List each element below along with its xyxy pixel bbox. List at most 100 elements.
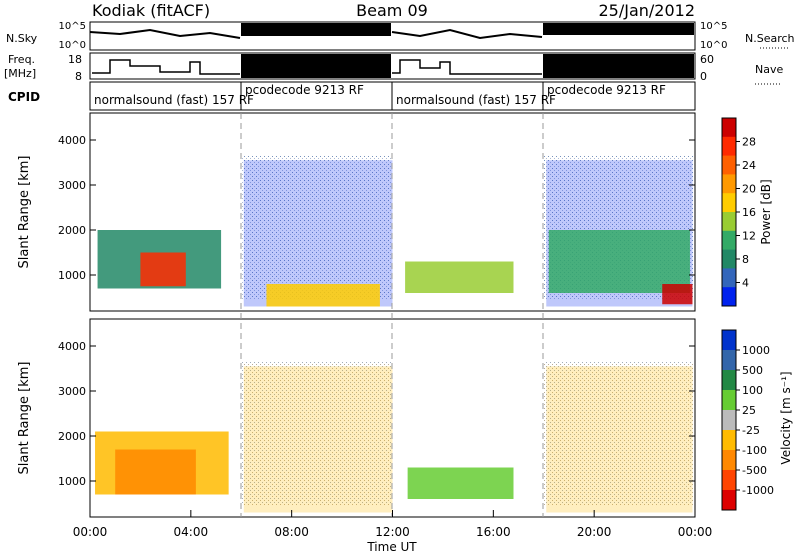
cpid-segment-3: normalsound (fast) 157 RF: [396, 93, 556, 107]
nsky-trace-2: [391, 28, 543, 40]
nsky-tick-bottom: 10^0: [59, 40, 86, 51]
time-tick-label-1: 00:00: [73, 525, 108, 539]
velocity-colorbar-tick-label-3: 100: [742, 384, 763, 397]
velocity-colorbar-tick-label-8: -1000: [742, 484, 774, 497]
time-tick-label-5: 16:00: [476, 525, 511, 539]
time-axis: 00:00 04:00 08:00 12:00 16:00 20:00 00:00: [73, 510, 713, 539]
power-panel: 4000 3000 2000 1000 Slant Range [km]: [17, 112, 696, 312]
freq-label: Freq.: [8, 53, 35, 66]
nsearch-tick-top: 10^5: [700, 21, 727, 32]
power-colorbar-swatch-2: [722, 136, 736, 157]
velocity-colorbar-label: Velocity [m s⁻¹]: [779, 371, 793, 464]
nsky-block-2: [543, 23, 694, 35]
power-colorbar-label: Power [dB]: [759, 179, 773, 244]
velocity-region-3: [243, 366, 393, 513]
freq-panel: Freq. [MHz] 18 8 60 0 Nave: [4, 52, 783, 85]
time-tick-label-6: 20:00: [577, 525, 612, 539]
velocity-colorbar-tick-label-4: 25: [742, 404, 756, 417]
velocity-ytick-label-4: 1000: [58, 475, 86, 488]
velocity-colorbar-tick-label-1: 1000: [742, 344, 770, 357]
velocity-ytick-label-2: 3000: [58, 385, 86, 398]
power-region-7: [548, 230, 690, 293]
nsearch-tick-bottom: 10^0: [700, 40, 727, 51]
velocity-panel: 4000 3000 2000 1000 Slant Range [km]: [17, 318, 696, 518]
velocity-ytick-label-3: 2000: [58, 430, 86, 443]
time-tick-label-3: 08:00: [274, 525, 309, 539]
power-speckle-1: [241, 156, 391, 300]
time-axis-label: Time UT: [366, 540, 417, 554]
power-region-2: [140, 252, 186, 287]
velocity-colorbar-tick-label-5: -25: [742, 424, 760, 437]
velocity-colorbar-tick-label-2: 500: [742, 364, 763, 377]
velocity-speckle-2: [543, 362, 693, 506]
velocity-colorbar-swatch-2: [722, 350, 736, 371]
nsearch-label: N.Search: [745, 32, 795, 45]
nave-block-1: [241, 54, 391, 78]
freq-trace-1: [92, 59, 240, 75]
velocity-region-2: [115, 449, 196, 495]
nsky-label: N.Sky: [6, 32, 38, 45]
nave-tick-top: 60: [700, 53, 714, 66]
cpid-label: CPID: [8, 90, 40, 104]
velocity-colorbar-swatch-7: [722, 450, 736, 471]
power-colorbar-swatch-9: [722, 268, 736, 288]
power-colorbar-swatch-3: [722, 155, 736, 175]
velocity-colorbar-swatch-5: [722, 410, 736, 431]
power-region-5: [405, 261, 514, 293]
nsky-tick-top: 10^5: [59, 21, 86, 32]
power-region-4: [266, 284, 380, 307]
power-ylabel: Slant Range [km]: [17, 156, 32, 269]
power-colorbar-tick-label-4: 16: [742, 206, 756, 219]
power-colorbar-swatch-6: [722, 212, 736, 232]
time-tick-label-7: 00:00: [678, 525, 713, 539]
power-region-8: [662, 284, 693, 305]
cpid-segment-4: pcodecode 9213 RF: [547, 83, 666, 97]
power-colorbar-swatch-4: [722, 174, 736, 194]
velocity-colorbar-swatch-6: [722, 430, 736, 451]
beam-title: Beam 09: [356, 1, 428, 20]
velocity-colorbar-swatch-3: [722, 370, 736, 391]
power-ytick-label-2: 3000: [58, 179, 86, 192]
velocity-colorbar-swatch-4: [722, 390, 736, 411]
velocity-speckle-1: [241, 362, 391, 506]
velocity-colorbar-swatch-1: [722, 330, 736, 351]
velocity-colorbar-swatch-8: [722, 470, 736, 491]
freq-tick-bottom: 8: [75, 70, 82, 83]
cpid-segment-1: normalsound (fast) 157 RF: [94, 93, 254, 107]
time-tick-label-4: 12:00: [375, 525, 410, 539]
cpid-segment-2: pcodecode 9213 RF: [245, 83, 364, 97]
nave-tick-bottom: 0: [700, 70, 707, 83]
power-ytick-label-3: 2000: [58, 224, 86, 237]
power-colorbar: 28 24 20 16 12 8 4: [721, 117, 756, 307]
freq-tick-top: 18: [68, 53, 82, 66]
power-colorbar-swatch-10: [722, 287, 736, 307]
nave-label: Nave: [755, 63, 783, 76]
power-colorbar-tick-label-3: 20: [742, 183, 756, 196]
nsky-panel: N.Sky 10^5 10^0 N.Search 10^5 10^0: [6, 21, 795, 51]
velocity-colorbar-tick-label-6: -100: [742, 444, 767, 457]
power-colorbar-tick-label-6: 8: [742, 253, 749, 266]
time-tick-label-2: 04:00: [174, 525, 209, 539]
velocity-colorbar-tick-label-7: -500: [742, 464, 767, 477]
velocity-colorbar-swatch-9: [722, 490, 736, 511]
velocity-ytick-label-1: 4000: [58, 340, 86, 353]
cpid-panel: CPID normalsound (fast) 157 RF pcodecode…: [8, 81, 696, 111]
velocity-ylabel: Slant Range [km]: [17, 362, 32, 475]
nsky-trace-1: [89, 28, 241, 39]
freq-unit: [MHz]: [4, 67, 36, 80]
power-colorbar-tick-label-7: 4: [742, 277, 749, 290]
freq-trace-2: [392, 59, 542, 75]
power-colorbar-tick-label-1: 28: [742, 136, 756, 149]
power-ytick-label-1: 4000: [58, 134, 86, 147]
power-region-3: [243, 160, 393, 307]
power-colorbar-swatch-5: [722, 193, 736, 213]
nsky-block-1: [241, 23, 391, 36]
velocity-colorbar: 1000 500 100 25 -25 -100 -500 -1000: [721, 329, 774, 511]
velocity-region-5: [546, 366, 693, 513]
mode-separators: [240, 113, 544, 517]
power-colorbar-swatch-7: [722, 230, 736, 251]
power-colorbar-swatch-1: [722, 118, 736, 138]
power-colorbar-tick-label-5: 12: [742, 230, 756, 243]
